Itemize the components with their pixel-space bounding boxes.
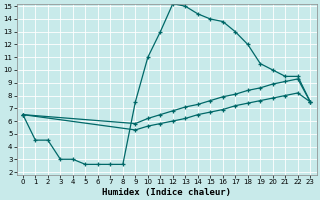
X-axis label: Humidex (Indice chaleur): Humidex (Indice chaleur) bbox=[102, 188, 231, 197]
